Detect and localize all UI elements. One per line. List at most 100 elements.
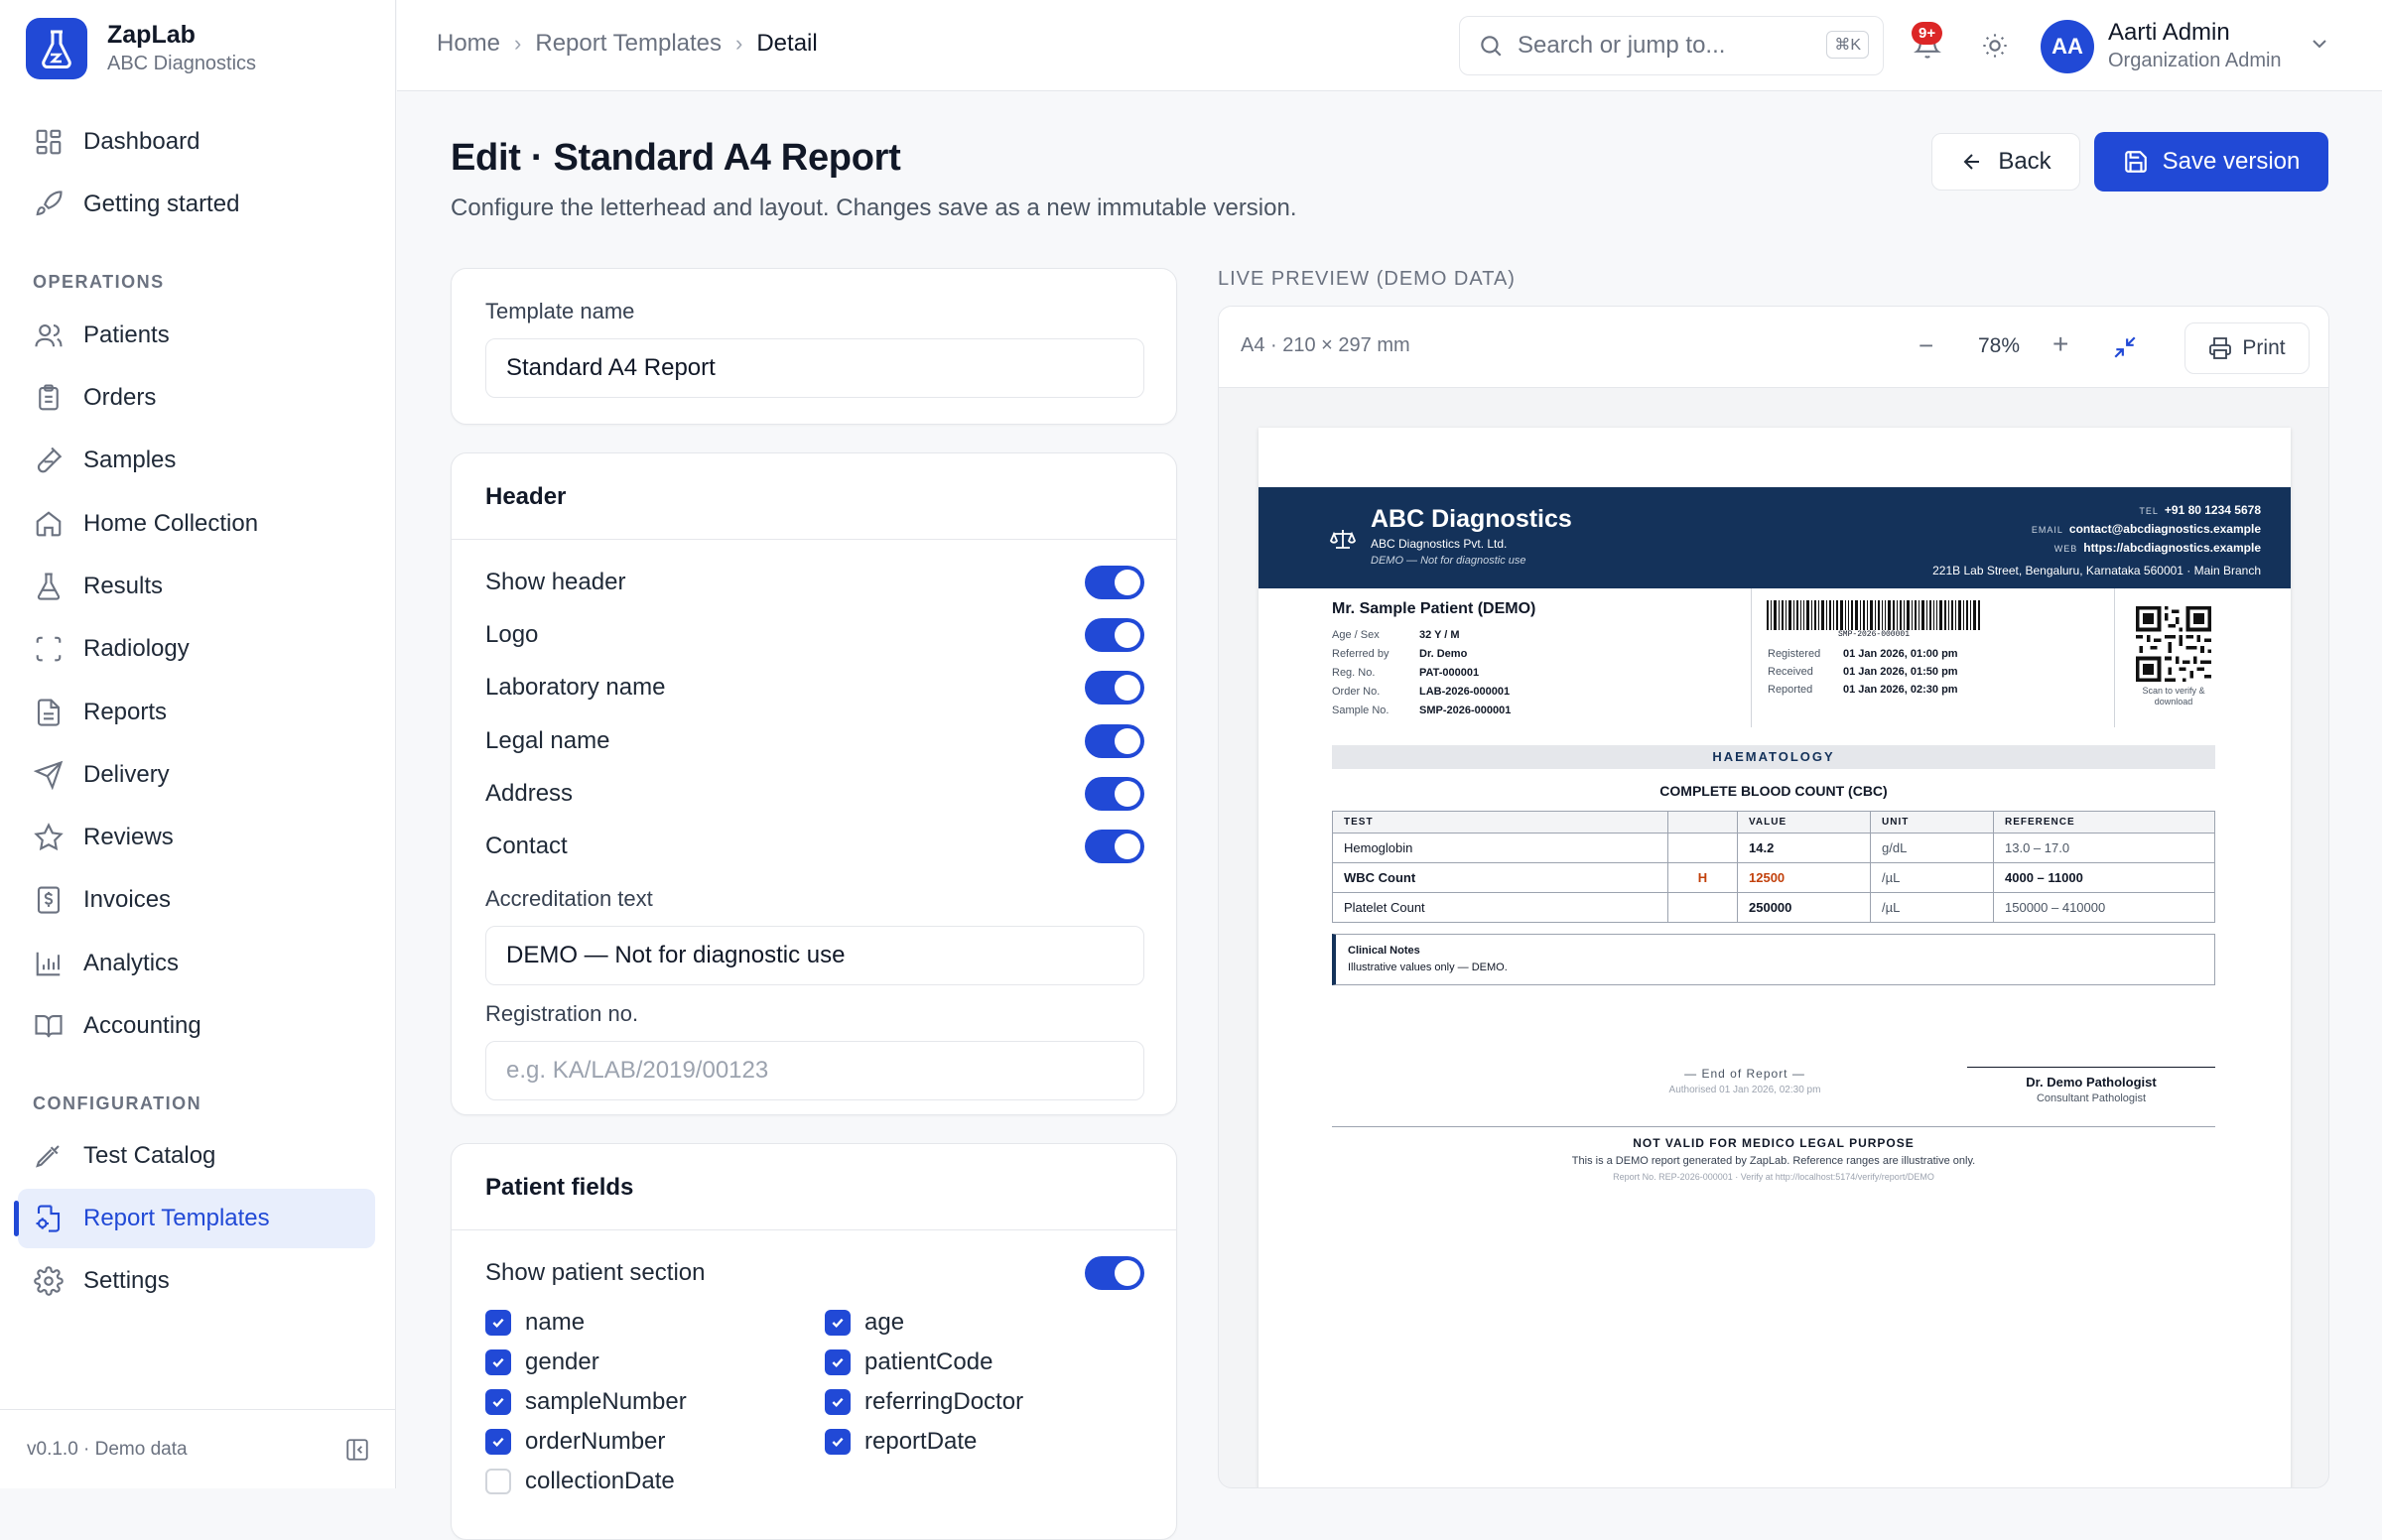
field-checkbox-referring-doctor[interactable]: referringDoctor xyxy=(825,1388,1023,1416)
org-name: ABC Diagnostics xyxy=(107,53,257,74)
checkbox-unchecked-icon xyxy=(485,1469,511,1494)
field-checkbox-name[interactable]: name xyxy=(485,1309,585,1337)
paper-size: A4 · 210 × 297 mm xyxy=(1241,334,1410,356)
field-checkbox-order-number[interactable]: orderNumber xyxy=(485,1428,665,1456)
preview-label: LIVE PREVIEW (DEMO DATA) xyxy=(1218,268,1516,290)
user-role: Organization Admin xyxy=(2108,50,2282,71)
field-label: referringDoctor xyxy=(864,1388,1024,1415)
zoom-in-icon[interactable]: + xyxy=(2052,328,2069,359)
nav-label: Radiology xyxy=(83,635,190,662)
cell-test: WBC Count xyxy=(1332,862,1668,893)
date-key: Registered xyxy=(1768,648,1821,660)
minimize-icon[interactable] xyxy=(2112,334,2138,360)
nav-item-samples[interactable]: Samples xyxy=(18,431,375,490)
nav-item-dashboard[interactable]: Dashboard xyxy=(18,112,375,172)
save-version-button[interactable]: Save version xyxy=(2094,132,2328,192)
nav-item-radiology[interactable]: Radiology xyxy=(18,619,375,679)
theme-toggle-button[interactable] xyxy=(1971,22,2019,69)
zoom-out-icon[interactable]: − xyxy=(1919,330,1934,360)
date-value: 01 Jan 2026, 02:30 pm xyxy=(1843,684,1958,696)
nav-item-home-collection[interactable]: Home Collection xyxy=(18,494,375,554)
cell-reference: 13.0 – 17.0 xyxy=(1993,833,2215,863)
nav-item-accounting[interactable]: Accounting xyxy=(18,996,375,1056)
sidebar-footer: v0.1.0 · Demo data xyxy=(0,1409,396,1488)
search-input[interactable]: Search or jump to... ⌘K xyxy=(1459,16,1884,75)
header-card-title: Header xyxy=(485,483,567,510)
template-name-input[interactable]: Standard A4 Report xyxy=(485,338,1144,398)
avatar[interactable]: AA xyxy=(2041,20,2094,73)
detail-value: SMP-2026-000001 xyxy=(1419,705,1512,716)
toggle-row-logo[interactable]: Logo xyxy=(485,617,1144,653)
nav-item-patients[interactable]: Patients xyxy=(18,306,375,365)
divider xyxy=(452,1229,1176,1230)
cell-flag xyxy=(1667,892,1738,923)
save-label: Save version xyxy=(2162,148,2301,175)
department-band: HAEMATOLOGY xyxy=(1332,745,2215,769)
nav-item-analytics[interactable]: Analytics xyxy=(18,934,375,993)
brand[interactable]: ZapLab ABC Diagnostics xyxy=(26,18,256,79)
toggle-row-show-patient[interactable]: Show patient section xyxy=(485,1255,1144,1291)
toggle-row-contact[interactable]: Contact xyxy=(485,829,1144,864)
chevron-right-icon: › xyxy=(514,31,522,56)
home-icon xyxy=(36,511,62,537)
nav-item-reviews[interactable]: Reviews xyxy=(18,808,375,867)
show-header-toggle[interactable] xyxy=(1085,566,1144,599)
show-patient-toggle[interactable] xyxy=(1085,1256,1144,1290)
flask-icon xyxy=(37,573,61,600)
field-checkbox-patient-code[interactable]: patientCode xyxy=(825,1348,992,1376)
checkbox-checked-icon xyxy=(825,1310,851,1336)
field-checkbox-sample-number[interactable]: sampleNumber xyxy=(485,1388,687,1416)
file-cog-icon xyxy=(36,1205,61,1232)
legal-name-toggle[interactable] xyxy=(1085,724,1144,758)
laboratory-name-toggle[interactable] xyxy=(1085,671,1144,705)
accreditation-input[interactable]: DEMO — Not for diagnostic use xyxy=(485,926,1144,985)
registration-input[interactable]: e.g. KA/LAB/2019/00123 xyxy=(485,1041,1144,1100)
field-checkbox-age[interactable]: age xyxy=(825,1309,904,1337)
footer-disclaimer-title: NOT VALID FOR MEDICO LEGAL PURPOSE xyxy=(1633,1136,1915,1150)
nav-item-settings[interactable]: Settings xyxy=(18,1251,375,1311)
template-name-value: Standard A4 Report xyxy=(506,354,716,381)
nav-item-getting-started[interactable]: Getting started xyxy=(18,175,375,234)
back-button[interactable]: Back xyxy=(1931,133,2080,191)
page-subtitle: Configure the letterhead and layout. Cha… xyxy=(451,194,1297,221)
notes-text: Illustrative values only — DEMO. xyxy=(1348,962,1508,973)
print-button[interactable]: Print xyxy=(2184,322,2310,374)
user-name[interactable]: Aarti Admin xyxy=(2108,19,2230,46)
scales-logo-icon xyxy=(1330,530,1356,549)
toggle-label: Show patient section xyxy=(485,1259,706,1286)
breadcrumb-report-templates[interactable]: Report Templates xyxy=(535,30,723,57)
end-of-report: — End of Report — xyxy=(1684,1067,1805,1081)
nav-item-reports[interactable]: Reports xyxy=(18,683,375,742)
table-row: WBC Count H 12500 /µL 4000 – 11000 xyxy=(1332,862,2215,893)
date-value: 01 Jan 2026, 01:50 pm xyxy=(1843,666,1958,678)
nav-item-invoices[interactable]: Invoices xyxy=(18,870,375,930)
toggle-row-legal-name[interactable]: Legal name xyxy=(485,723,1144,759)
nav-item-delivery[interactable]: Delivery xyxy=(18,745,375,805)
toggle-row-laboratory-name[interactable]: Laboratory name xyxy=(485,670,1144,706)
logo-toggle[interactable] xyxy=(1085,618,1144,652)
field-label: gender xyxy=(525,1348,599,1375)
web-key: WEB xyxy=(2053,544,2078,554)
toggle-row-address[interactable]: Address xyxy=(485,776,1144,812)
nav-item-report-templates[interactable]: Report Templates xyxy=(14,1189,375,1248)
notification-badge: 9+ xyxy=(1912,22,1943,45)
field-checkbox-gender[interactable]: gender xyxy=(485,1348,599,1376)
send-icon xyxy=(34,760,64,790)
nav-label: Accounting xyxy=(83,1012,201,1039)
chevron-down-icon[interactable] xyxy=(2308,32,2331,56)
report-sheet: ABC Diagnostics ABC Diagnostics Pvt. Ltd… xyxy=(1258,428,2291,1487)
breadcrumb-home[interactable]: Home xyxy=(437,30,501,57)
nav-item-orders[interactable]: Orders xyxy=(18,368,375,428)
nav-item-test-catalog[interactable]: Test Catalog xyxy=(18,1126,375,1186)
contact-toggle[interactable] xyxy=(1085,830,1144,863)
section-title-configuration: CONFIGURATION xyxy=(33,1093,202,1113)
toggle-label: Legal name xyxy=(485,727,610,754)
toggle-row-show-header[interactable]: Show header xyxy=(485,565,1144,600)
field-checkbox-collection-date[interactable]: collectionDate xyxy=(485,1468,675,1495)
address-toggle[interactable] xyxy=(1085,777,1144,811)
collapse-sidebar-icon[interactable] xyxy=(344,1437,370,1463)
toggle-label: Address xyxy=(485,780,574,807)
field-checkbox-report-date[interactable]: reportDate xyxy=(825,1428,977,1456)
nav-item-results[interactable]: Results xyxy=(18,557,375,616)
patient-name: Mr. Sample Patient (DEMO) xyxy=(1332,600,1536,617)
